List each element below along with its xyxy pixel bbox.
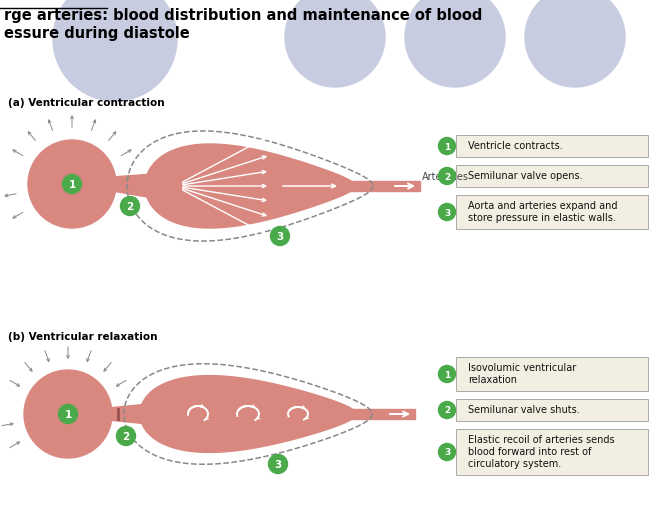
Text: 1: 1 (68, 180, 75, 189)
Text: 2: 2 (122, 431, 130, 441)
Polygon shape (140, 376, 356, 452)
Text: 3: 3 (444, 208, 450, 217)
Circle shape (28, 141, 116, 229)
Text: 2: 2 (444, 172, 450, 181)
Text: Ventricle contracts.: Ventricle contracts. (468, 141, 562, 150)
Circle shape (405, 0, 505, 88)
Text: 2: 2 (126, 201, 134, 212)
Text: essure during diastole: essure during diastole (4, 26, 190, 41)
Polygon shape (108, 404, 148, 424)
Circle shape (285, 0, 385, 88)
Circle shape (438, 443, 456, 461)
Polygon shape (346, 409, 415, 419)
Text: circulatory system.: circulatory system. (468, 458, 561, 468)
Text: blood forward into rest of: blood forward into rest of (468, 446, 591, 456)
FancyBboxPatch shape (456, 429, 648, 475)
Text: 1: 1 (444, 142, 450, 151)
Text: rge arteries: blood distribution and maintenance of blood: rge arteries: blood distribution and mai… (4, 8, 482, 23)
Text: 3: 3 (275, 459, 282, 469)
Circle shape (438, 168, 456, 185)
Circle shape (120, 197, 140, 216)
Text: 2: 2 (444, 406, 450, 415)
Text: Semilunar valve shuts.: Semilunar valve shuts. (468, 404, 580, 414)
Text: store pressure in elastic walls.: store pressure in elastic walls. (468, 213, 616, 223)
Polygon shape (145, 145, 355, 229)
Polygon shape (345, 182, 420, 191)
Text: (a) Ventricular contraction: (a) Ventricular contraction (8, 98, 164, 108)
Polygon shape (112, 175, 153, 198)
Text: relaxation: relaxation (468, 374, 517, 384)
Circle shape (269, 454, 287, 474)
Circle shape (525, 0, 625, 88)
Circle shape (63, 175, 81, 194)
Text: Elastic recoil of arteries sends: Elastic recoil of arteries sends (468, 434, 615, 444)
Circle shape (24, 370, 112, 458)
Text: 1: 1 (444, 370, 450, 379)
Circle shape (116, 427, 136, 445)
Text: 3: 3 (277, 231, 284, 241)
Text: 1: 1 (64, 409, 71, 419)
Circle shape (438, 204, 456, 221)
FancyBboxPatch shape (456, 166, 648, 188)
Circle shape (438, 366, 456, 383)
Text: 3: 3 (444, 447, 450, 457)
Text: Arterioles: Arterioles (422, 172, 469, 182)
Circle shape (438, 401, 456, 419)
Text: Semilunar valve opens.: Semilunar valve opens. (468, 171, 582, 181)
Text: Aorta and arteries expand and: Aorta and arteries expand and (468, 200, 617, 211)
Text: (b) Ventricular relaxation: (b) Ventricular relaxation (8, 331, 158, 341)
FancyBboxPatch shape (456, 195, 648, 230)
Circle shape (271, 227, 289, 246)
FancyBboxPatch shape (456, 136, 648, 158)
Circle shape (438, 138, 456, 155)
FancyBboxPatch shape (456, 358, 648, 391)
Circle shape (53, 0, 177, 102)
Text: Isovolumic ventricular: Isovolumic ventricular (468, 362, 576, 372)
Circle shape (59, 405, 77, 424)
FancyBboxPatch shape (456, 399, 648, 421)
